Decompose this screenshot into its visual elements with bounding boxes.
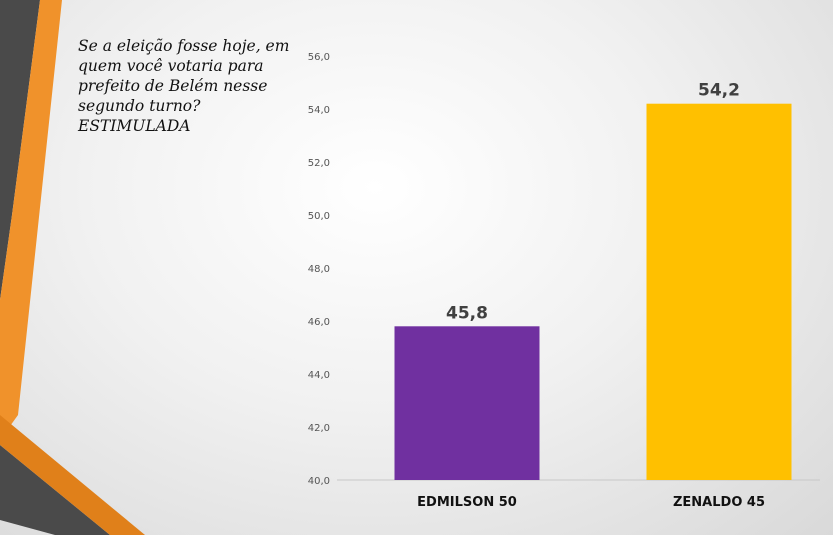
dark-stripe-top [0, 0, 40, 300]
bar-zenaldo [646, 103, 792, 480]
category-label: EDMILSON 50 [417, 495, 517, 510]
question-text: Se a eleição fosse hoje, em quem você vo… [78, 37, 290, 135]
y-tick-label: 48,0 [308, 264, 330, 275]
y-tick-label: 46,0 [308, 317, 330, 328]
y-tick-label: 50,0 [308, 211, 330, 222]
bars: 45,8 EDMILSON 50 54,2 ZENALDO 45 [394, 81, 792, 510]
y-tick-label: 56,0 [308, 52, 330, 63]
orange-stripe-top [0, 0, 62, 440]
y-tick-label: 54,0 [308, 105, 330, 116]
orange-stripe-bottom [0, 415, 145, 535]
y-tick-label: 44,0 [308, 370, 330, 381]
y-tick-label: 40,0 [308, 476, 330, 487]
bar-value-label: 45,8 [446, 303, 488, 323]
bar-value-label: 54,2 [698, 81, 740, 101]
bar-edmilson [394, 326, 540, 480]
y-tick-label: 52,0 [308, 158, 330, 169]
y-axis-ticks: 40,0 42,0 44,0 46,0 48,0 50,0 52,0 54,0 56,0 [308, 52, 330, 487]
y-tick-label: 42,0 [308, 423, 330, 434]
category-label: ZENALDO 45 [673, 495, 765, 510]
